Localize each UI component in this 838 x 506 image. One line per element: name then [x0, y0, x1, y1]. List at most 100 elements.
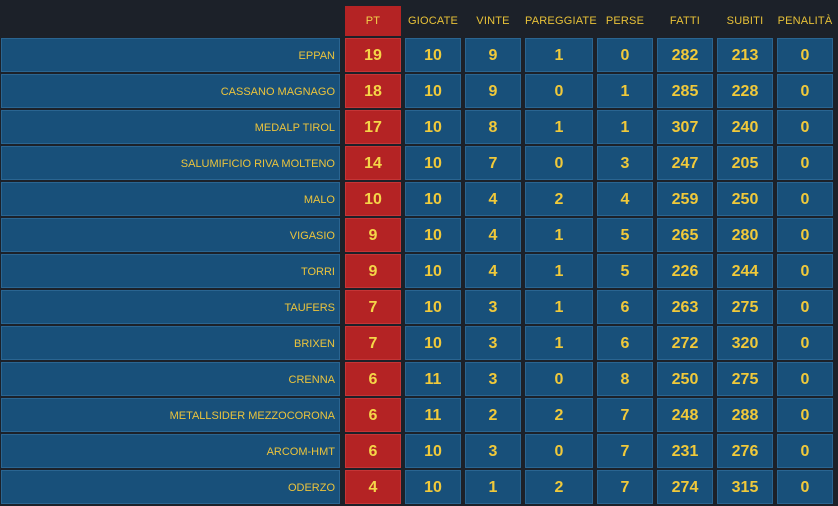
cell-fatti: 247: [657, 146, 713, 180]
column-header-penalita[interactable]: PENALITÀ: [777, 15, 833, 27]
table-row[interactable]: MEDALP TIROL 17 10 8 1 1 307 240 0: [0, 110, 838, 144]
cell-perse: 3: [597, 146, 653, 180]
cell-penalita: 0: [777, 146, 833, 180]
cell-pareggiate: 2: [525, 182, 593, 216]
column-header-fatti[interactable]: FATTI: [669, 15, 701, 27]
cell-subiti: 250: [717, 182, 773, 216]
cell-pareggiate: 1: [525, 218, 593, 252]
cell-perse: 8: [597, 362, 653, 396]
table-row[interactable]: SALUMIFICIO RIVA MOLTENO 14 10 7 0 3 247 205 0: [0, 146, 838, 180]
cell-giocate: 11: [405, 398, 461, 432]
table-row[interactable]: CRENNA 6 11 3 0 8 250 275 0: [0, 362, 838, 396]
table-row[interactable]: MALO 10 10 4 2 4 259 250 0: [0, 182, 838, 216]
cell-pt: 10: [345, 182, 401, 216]
cell-perse: 6: [597, 326, 653, 360]
cell-giocate: 10: [405, 218, 461, 252]
cell-pt: 7: [345, 326, 401, 360]
cell-penalita: 0: [777, 218, 833, 252]
cell-pareggiate: 1: [525, 110, 593, 144]
table-row[interactable]: METALLSIDER MEZZOCORONA 6 11 2 2 7 248 288 0: [0, 398, 838, 432]
cell-subiti: 275: [717, 362, 773, 396]
cell-fatti: 226: [657, 254, 713, 288]
team-name-cell: TAUFERS: [1, 290, 340, 324]
cell-vinte: 8: [465, 110, 521, 144]
cell-vinte: 4: [465, 182, 521, 216]
cell-pt: 17: [345, 110, 401, 144]
cell-penalita: 0: [777, 326, 833, 360]
cell-giocate: 10: [405, 38, 461, 72]
table-row[interactable]: VIGASIO 9 10 4 1 5 265 280 0: [0, 218, 838, 252]
cell-subiti: 205: [717, 146, 773, 180]
cell-penalita: 0: [777, 290, 833, 324]
cell-penalita: 0: [777, 182, 833, 216]
cell-vinte: 4: [465, 218, 521, 252]
cell-vinte: 7: [465, 146, 521, 180]
cell-fatti: 307: [657, 110, 713, 144]
cell-fatti: 272: [657, 326, 713, 360]
cell-subiti: 213: [717, 38, 773, 72]
table-row[interactable]: BRIXEN 7 10 3 1 6 272 320 0: [0, 326, 838, 360]
cell-fatti: 263: [657, 290, 713, 324]
column-header-giocate[interactable]: GIOCATE: [407, 15, 459, 27]
cell-giocate: 10: [405, 74, 461, 108]
team-name-cell: ARCOM-HMT: [1, 434, 340, 468]
team-name-cell: METALLSIDER MEZZOCORONA: [1, 398, 340, 432]
cell-perse: 0: [597, 38, 653, 72]
cell-vinte: 1: [465, 470, 521, 504]
cell-subiti: 228: [717, 74, 773, 108]
cell-pareggiate: 0: [525, 362, 593, 396]
cell-pt: 6: [345, 398, 401, 432]
column-header-perse[interactable]: PERSE: [605, 15, 645, 27]
cell-pareggiate: 1: [525, 326, 593, 360]
cell-giocate: 11: [405, 362, 461, 396]
cell-pareggiate: 0: [525, 74, 593, 108]
team-name-cell: MEDALP TIROL: [1, 110, 340, 144]
team-name-cell: ODERZO: [1, 470, 340, 504]
cell-fatti: 282: [657, 38, 713, 72]
cell-pt: 6: [345, 434, 401, 468]
cell-subiti: 240: [717, 110, 773, 144]
table-row[interactable]: ARCOM-HMT 6 10 3 0 7 231 276 0: [0, 434, 838, 468]
cell-penalita: 0: [777, 434, 833, 468]
cell-penalita: 0: [777, 38, 833, 72]
cell-penalita: 0: [777, 74, 833, 108]
cell-penalita: 0: [777, 362, 833, 396]
cell-fatti: 250: [657, 362, 713, 396]
column-header-subiti[interactable]: SUBITI: [726, 15, 764, 27]
cell-giocate: 10: [405, 254, 461, 288]
cell-vinte: 9: [465, 74, 521, 108]
cell-giocate: 10: [405, 146, 461, 180]
team-name-cell: TORRI: [1, 254, 340, 288]
cell-subiti: 276: [717, 434, 773, 468]
cell-subiti: 244: [717, 254, 773, 288]
cell-pt: 19: [345, 38, 401, 72]
cell-vinte: 9: [465, 38, 521, 72]
team-name-cell: CASSANO MAGNAGO: [1, 74, 340, 108]
cell-fatti: 259: [657, 182, 713, 216]
cell-penalita: 0: [777, 110, 833, 144]
cell-pt: 4: [345, 470, 401, 504]
cell-vinte: 2: [465, 398, 521, 432]
column-header-vinte[interactable]: VINTE: [476, 15, 510, 27]
cell-subiti: 288: [717, 398, 773, 432]
cell-vinte: 3: [465, 434, 521, 468]
cell-perse: 1: [597, 110, 653, 144]
cell-giocate: 10: [405, 326, 461, 360]
column-header-pareggiate[interactable]: PAREGGIATE: [525, 15, 597, 27]
table-row[interactable]: TAUFERS 7 10 3 1 6 263 275 0: [0, 290, 838, 324]
cell-subiti: 280: [717, 218, 773, 252]
column-header-pt[interactable]: PT: [345, 6, 401, 36]
table-row[interactable]: ODERZO 4 10 1 2 7 274 315 0: [0, 470, 838, 504]
cell-giocate: 10: [405, 434, 461, 468]
table-row[interactable]: EPPAN 19 10 9 1 0 282 213 0: [0, 38, 838, 72]
cell-vinte: 3: [465, 290, 521, 324]
cell-subiti: 275: [717, 290, 773, 324]
table-row[interactable]: TORRI 9 10 4 1 5 226 244 0: [0, 254, 838, 288]
cell-pareggiate: 0: [525, 434, 593, 468]
table-row[interactable]: CASSANO MAGNAGO 18 10 9 0 1 285 228 0: [0, 74, 838, 108]
cell-perse: 7: [597, 470, 653, 504]
cell-pt: 9: [345, 218, 401, 252]
cell-pareggiate: 2: [525, 470, 593, 504]
cell-fatti: 265: [657, 218, 713, 252]
cell-giocate: 10: [405, 290, 461, 324]
